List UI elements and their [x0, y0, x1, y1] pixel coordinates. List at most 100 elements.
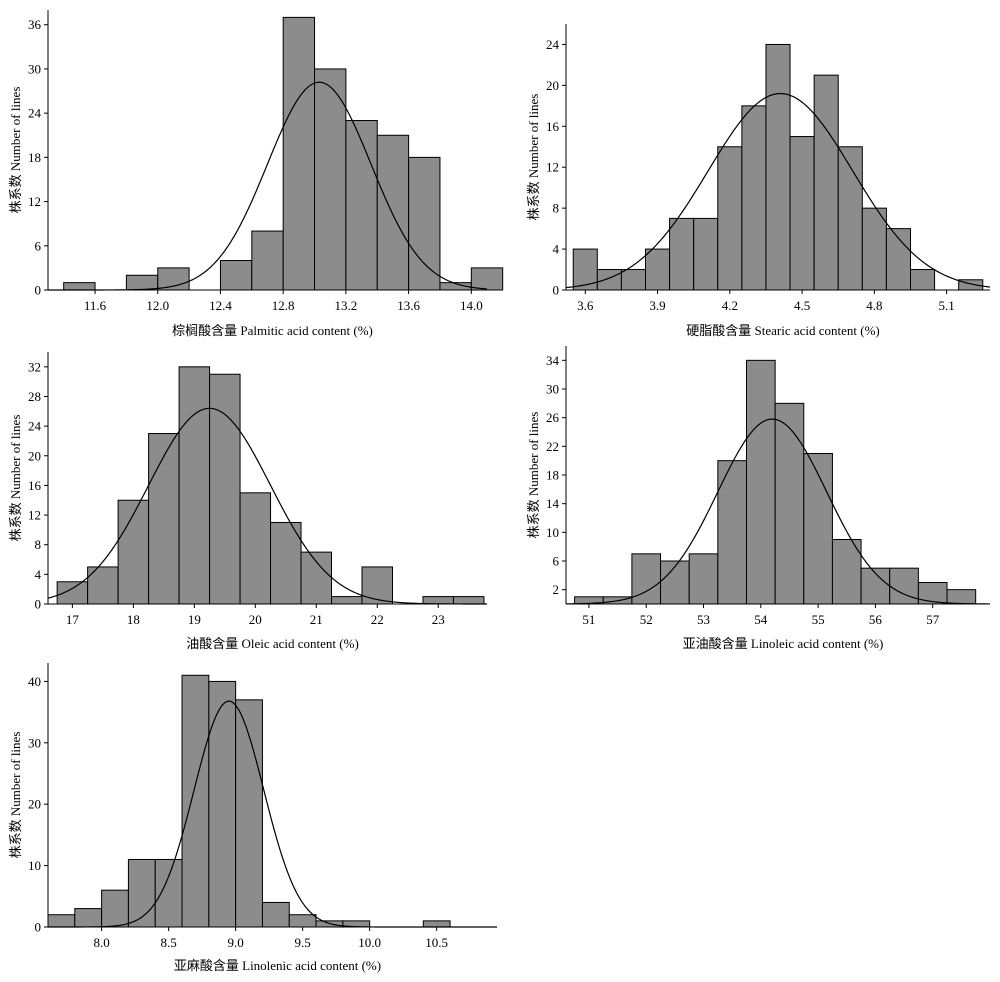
- x-tick-label: 10.5: [425, 935, 448, 950]
- x-tick-label: 52: [640, 612, 653, 627]
- histogram-bar: [261, 901, 290, 928]
- y-tick-label: 12: [28, 508, 41, 523]
- normal-fit-curve: [565, 92, 991, 289]
- histogram-bar: [101, 889, 129, 928]
- x-tick-label: 14.0: [460, 298, 483, 313]
- histogram-bar: [813, 74, 839, 291]
- y-axis-title: 株系数 Number of lines: [526, 412, 541, 539]
- y-tick-label: 8: [35, 537, 42, 552]
- histogram-bar: [154, 858, 183, 928]
- y-tick-label: 36: [28, 17, 42, 32]
- x-tick-label: 10.0: [358, 935, 381, 950]
- x-tick-label: 12.8: [272, 298, 295, 313]
- y-tick-label: 18: [546, 468, 559, 483]
- histogram-bar: [620, 269, 647, 291]
- x-tick-label: 4.5: [794, 298, 810, 313]
- y-tick-label: 40: [28, 674, 41, 689]
- y-tick-label: 6: [35, 238, 42, 253]
- histogram-bar: [345, 120, 378, 291]
- histogram-bar: [282, 16, 316, 291]
- histogram-bar: [270, 521, 302, 605]
- histogram-bar: [376, 134, 410, 291]
- x-tick-label: 3.9: [649, 298, 665, 313]
- histogram-bar: [917, 582, 948, 605]
- y-tick-label: 4: [35, 567, 42, 582]
- y-tick-label: 10: [546, 525, 559, 540]
- x-tick-label: 4.8: [866, 298, 882, 313]
- histogram-bar: [422, 920, 451, 928]
- y-tick-label: 26: [546, 410, 560, 425]
- normal-fit-curve: [47, 407, 487, 605]
- x-tick-label: 12.0: [146, 298, 169, 313]
- histogram-panel-1: 11.6 12.0 12.4 12.8 13.2 13.6 14.0 0 6 12 18 24 30 36…: [8, 10, 504, 338]
- x-tick-label: 13.6: [397, 298, 420, 313]
- x-tick-label: 9.5: [295, 935, 311, 950]
- histogram-bar: [470, 267, 504, 291]
- histogram-bar: [596, 269, 622, 291]
- histogram-bar: [300, 551, 333, 605]
- y-tick-label: 30: [28, 735, 41, 750]
- histogram-bar: [181, 674, 210, 928]
- y-tick-label: 18: [28, 150, 41, 165]
- histogram-bar: [645, 248, 671, 291]
- x-tick-label: 8.0: [93, 935, 109, 950]
- histogram-bar: [251, 230, 284, 291]
- histogram-bar: [178, 366, 211, 605]
- histogram-bar: [693, 217, 719, 291]
- histogram-bar: [765, 43, 791, 291]
- x-tick-label: 18: [127, 612, 140, 627]
- x-axis-title: 亚麻酸含量 Linolenic acid content (%): [174, 958, 381, 973]
- x-axis-title: 油酸含量 Oleic acid content (%): [186, 636, 359, 651]
- histogram-bar: [361, 566, 393, 605]
- x-tick-label: 3.6: [577, 298, 594, 313]
- y-tick-label: 22: [546, 439, 559, 454]
- y-tick-label: 32: [28, 359, 41, 374]
- histogram-bar: [117, 499, 150, 605]
- x-tick-label: 55: [812, 612, 825, 627]
- x-tick-label: 23: [432, 612, 445, 627]
- x-tick-label: 56: [869, 612, 883, 627]
- x-tick-label: 51: [582, 612, 595, 627]
- y-tick-label: 28: [28, 389, 41, 404]
- y-tick-label: 6: [553, 554, 560, 569]
- histogram-bar: [837, 146, 863, 291]
- y-tick-label: 34: [546, 353, 560, 368]
- histogram-bar: [56, 581, 89, 605]
- histogram-bar: [208, 680, 237, 928]
- x-tick-label: 21: [310, 612, 323, 627]
- y-axis-title: 株系数 Number of lines: [8, 87, 23, 214]
- x-tick-label: 17: [66, 612, 80, 627]
- x-tick-label: 5.1: [939, 298, 955, 313]
- y-tick-label: 30: [546, 382, 559, 397]
- histogram-bar: [63, 282, 96, 291]
- x-axis-title: 硬脂酸含量 Stearic acid content (%): [686, 323, 880, 338]
- y-tick-label: 12: [28, 194, 41, 209]
- y-tick-label: 8: [553, 201, 560, 216]
- histogram-bar: [688, 553, 719, 605]
- y-tick-label: 0: [35, 283, 42, 298]
- histogram-bar: [125, 274, 159, 291]
- histogram-bar: [789, 136, 815, 291]
- y-tick-label: 0: [35, 920, 42, 935]
- x-tick-label: 54: [754, 612, 768, 627]
- histogram-bar: [745, 359, 776, 605]
- y-tick-label: 10: [28, 858, 41, 873]
- histogram-panel-2: 3.6 3.9 4.2 4.5 4.8 5.1 0 4 8 12 16 20 24 硬脂酸含量 Stear…: [526, 24, 991, 338]
- x-tick-label: 4.2: [722, 298, 738, 313]
- histogram-bar: [452, 596, 485, 605]
- y-tick-label: 24: [546, 37, 560, 52]
- x-tick-label: 11.6: [84, 298, 107, 313]
- x-tick-label: 20: [249, 612, 262, 627]
- normal-fit-curve: [565, 418, 991, 605]
- y-tick-label: 20: [546, 78, 559, 93]
- y-tick-label: 4: [553, 242, 560, 257]
- y-tick-label: 16: [28, 478, 42, 493]
- histogram-bar: [422, 596, 454, 605]
- y-axis-title: 株系数 Number of lines: [8, 732, 23, 859]
- histogram-bar: [408, 156, 441, 291]
- y-tick-label: 30: [28, 61, 41, 76]
- x-tick-label: 9.0: [228, 935, 244, 950]
- x-tick-label: 13.2: [335, 298, 358, 313]
- x-axis-title: 棕榈酸含量 Palmitic acid content (%): [172, 323, 373, 338]
